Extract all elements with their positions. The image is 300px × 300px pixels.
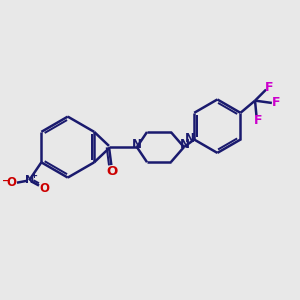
Text: O: O xyxy=(7,176,17,189)
Text: O: O xyxy=(40,182,50,195)
Text: O: O xyxy=(107,165,118,178)
Text: N: N xyxy=(25,176,34,185)
Text: N: N xyxy=(185,133,195,146)
Text: −: − xyxy=(2,176,10,186)
Text: N: N xyxy=(180,138,190,151)
Text: +: + xyxy=(31,171,38,180)
Text: N: N xyxy=(132,138,142,151)
Text: F: F xyxy=(265,81,274,94)
Text: F: F xyxy=(254,114,262,127)
Text: F: F xyxy=(272,96,281,109)
